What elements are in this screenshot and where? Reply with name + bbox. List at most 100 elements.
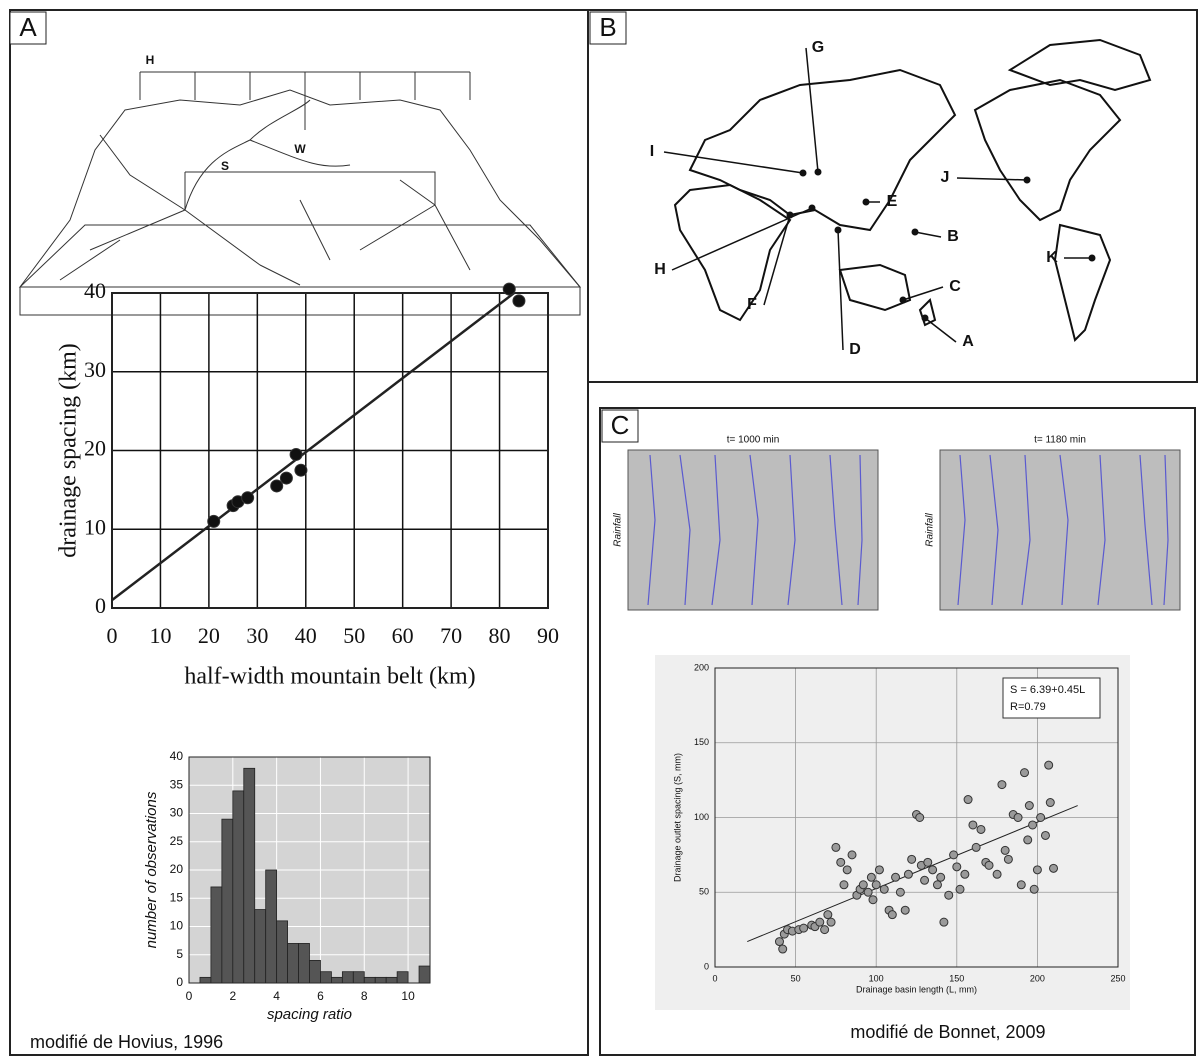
x-tick-label: 60 <box>392 623 414 648</box>
point <box>900 905 910 915</box>
point <box>826 917 836 927</box>
x-tick-label: 250 <box>1110 973 1125 983</box>
x-tick-label: 50 <box>791 973 801 983</box>
histogram-bar <box>309 960 321 984</box>
point <box>823 910 833 920</box>
point <box>1049 863 1059 873</box>
map-label: C <box>949 278 961 295</box>
map-site <box>799 169 807 177</box>
trend-line <box>111 292 515 602</box>
point <box>923 857 933 867</box>
point <box>949 850 959 860</box>
y-axis-label: number of observations <box>143 791 160 948</box>
x-tick-label: 10 <box>401 989 415 1003</box>
point <box>279 471 293 485</box>
map-label: F <box>747 296 757 313</box>
model-streams <box>647 454 1169 606</box>
y-tick-label: 0 <box>95 593 106 618</box>
point <box>1028 820 1038 830</box>
map-site <box>808 204 816 212</box>
point <box>939 917 949 927</box>
y-tick-label: 20 <box>84 436 106 461</box>
map-site <box>862 198 870 206</box>
histogram-bar <box>254 909 267 984</box>
point <box>289 447 303 461</box>
y-tick-label: 30 <box>84 357 106 382</box>
y-tick-label: 0 <box>704 961 709 971</box>
map-label: B <box>947 228 959 245</box>
x-tick-label: 0 <box>712 973 717 983</box>
point <box>294 463 308 477</box>
x-axis-label: spacing ratio <box>267 1006 352 1023</box>
point <box>815 917 825 927</box>
histogram-bar <box>385 976 398 984</box>
point <box>891 872 901 882</box>
diagram-label: S <box>221 159 229 173</box>
histogram-bar <box>199 976 212 984</box>
panel-label-box <box>9 11 47 45</box>
y-tick-label: 100 <box>694 812 709 822</box>
point <box>879 884 889 894</box>
point <box>1045 798 1055 808</box>
histogram-bar <box>287 943 299 984</box>
frame-axis-label: Rainfall <box>613 513 624 547</box>
point <box>928 865 938 875</box>
panel-label-box <box>589 11 627 45</box>
point <box>1029 884 1039 894</box>
point <box>971 842 981 852</box>
annotation-box <box>1002 677 1101 719</box>
map-site <box>814 168 822 176</box>
x-tick-label: 30 <box>246 623 268 648</box>
point <box>907 854 917 864</box>
panel-label: C <box>611 410 630 440</box>
panel-frame <box>587 9 1198 383</box>
x-axis-label: half-width mountain belt (km) <box>184 664 475 690</box>
map-leader <box>805 47 819 173</box>
point <box>874 865 884 875</box>
point <box>976 824 986 834</box>
histogram-bar <box>418 965 431 984</box>
map-leader <box>763 214 791 306</box>
point <box>868 895 878 905</box>
map-leader <box>837 229 844 351</box>
x-tick-label: 50 <box>343 623 365 648</box>
x-tick-label: 0 <box>107 623 118 648</box>
histogram-bar <box>352 971 365 984</box>
frame-time: t= 1000 min <box>727 435 780 446</box>
map-site <box>1023 176 1031 184</box>
point <box>1020 768 1030 778</box>
x-tick-label: 20 <box>198 623 220 648</box>
point <box>1016 880 1026 890</box>
histogram-bar <box>320 971 332 984</box>
point <box>1032 865 1042 875</box>
x-tick-label: 2 <box>229 989 236 1003</box>
point <box>839 880 849 890</box>
plot-frame <box>111 292 549 609</box>
point <box>866 872 876 882</box>
diagram-label: H <box>146 53 155 67</box>
point <box>778 944 788 954</box>
point <box>1003 854 1013 864</box>
map-label: D <box>849 341 861 358</box>
y-tick-label: 0 <box>176 975 183 989</box>
point <box>952 862 962 872</box>
x-tick-label: 0 <box>186 989 193 1003</box>
point <box>1000 845 1010 855</box>
point <box>960 869 970 879</box>
histogram-bar <box>331 976 343 984</box>
x-tick-label: 10 <box>149 623 171 648</box>
point <box>984 860 994 870</box>
map-site <box>834 226 842 234</box>
frame-axis-label: Rainfall <box>925 513 936 547</box>
y-tick-label: 10 <box>170 919 184 933</box>
x-tick-label: 70 <box>440 623 462 648</box>
y-axis-label: Drainage outlet spacing (S, mm) <box>672 753 682 882</box>
point <box>1023 835 1033 845</box>
model-frame <box>939 449 1181 611</box>
y-tick-label: 35 <box>170 777 184 791</box>
point <box>903 869 913 879</box>
histogram-bar <box>276 920 288 984</box>
panel-frame <box>599 407 1196 1056</box>
y-tick-label: 150 <box>694 737 709 747</box>
y-tick-label: 5 <box>176 947 183 961</box>
